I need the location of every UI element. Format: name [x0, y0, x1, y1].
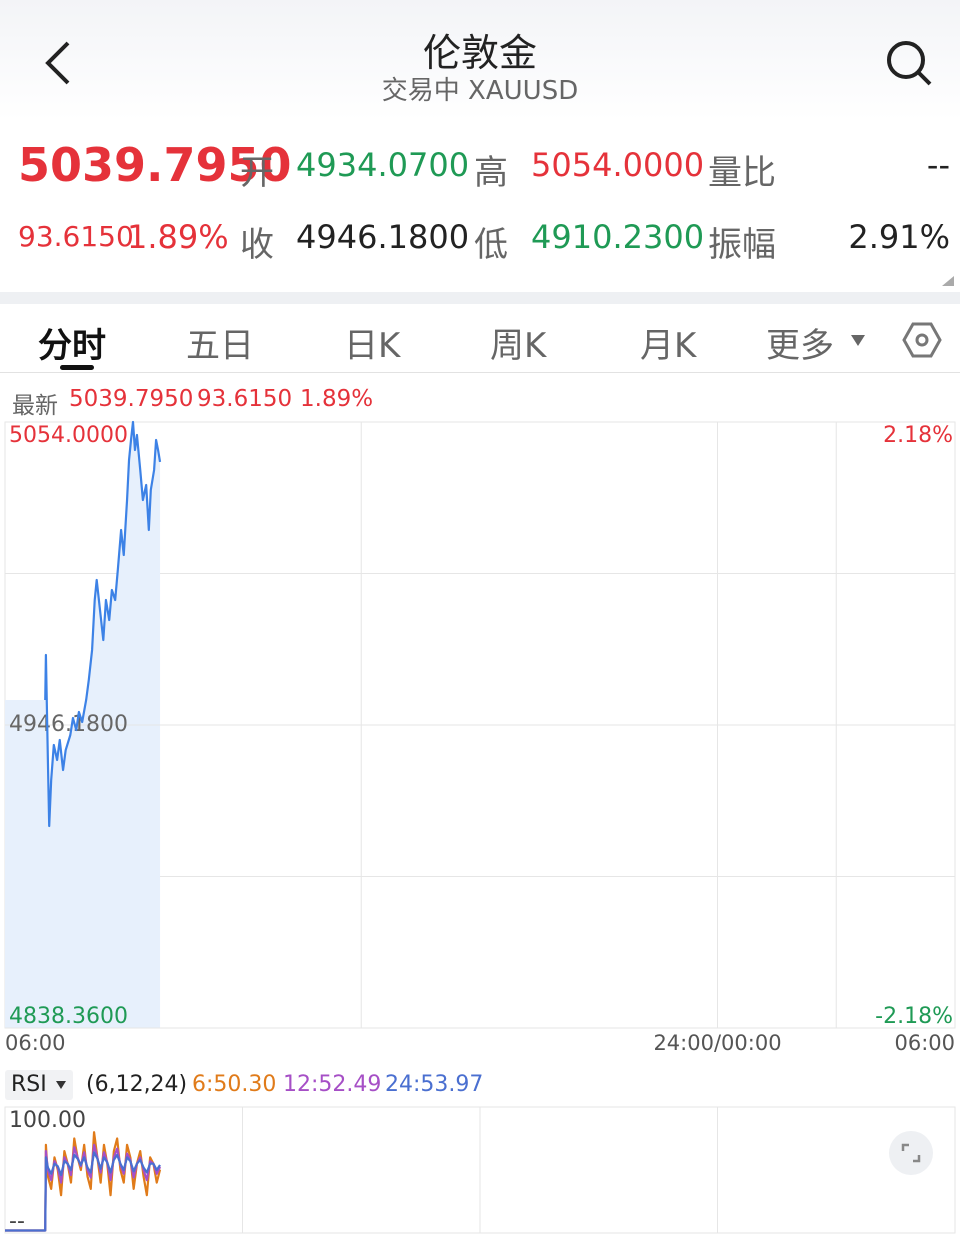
change: 93.6150 — [18, 220, 134, 253]
y-tick-label: 4838.3600 — [9, 1004, 128, 1029]
x-tick-label: 06:00 — [5, 1031, 66, 1055]
y-tick-label: 100.00 — [9, 1108, 86, 1133]
settings-button[interactable] — [902, 320, 942, 360]
close: 4946.1800 — [296, 218, 470, 256]
label: 振幅 — [708, 225, 776, 265]
change-pct: 1.89% — [127, 218, 229, 256]
tab[interactable]: 更多 — [766, 326, 834, 366]
label: 低 — [474, 225, 508, 265]
high: 5054.0000 — [531, 146, 705, 184]
tab[interactable]: 分时 — [38, 326, 106, 366]
label: 高 — [474, 153, 508, 193]
label: 收 — [240, 225, 274, 265]
low: 4910.2300 — [531, 218, 705, 256]
y-tick-label: -- — [9, 1209, 25, 1234]
indicator[interactable]: RSI — [11, 1072, 47, 1097]
tab[interactable]: 日K — [344, 326, 401, 366]
dropdown-icon — [56, 1081, 66, 1089]
tab[interactable]: 五日 — [186, 326, 254, 366]
info-price: 5039.7950 — [69, 386, 194, 412]
header-bg — [0, 0, 960, 292]
tab[interactable]: 周K — [490, 326, 547, 366]
expand-button[interactable] — [888, 1130, 934, 1176]
separator — [0, 292, 960, 304]
legend-entry: 6:50.30 — [192, 1072, 277, 1097]
dropdown-icon — [851, 335, 865, 346]
y-tick-label: 4946.1800 — [9, 712, 128, 737]
tab-indicator — [60, 365, 94, 370]
indicator-params: (6,12,24) — [86, 1072, 188, 1097]
label: 开 — [240, 153, 274, 193]
price: 5039.7950 — [18, 138, 292, 192]
info-label: 最新 — [12, 393, 58, 419]
search-button[interactable] — [884, 38, 934, 88]
y2-tick-label: -2.18% — [875, 1004, 953, 1029]
legend-entry: 24:53.97 — [385, 1072, 484, 1097]
label: 量比 — [708, 153, 776, 193]
line — [44, 420, 162, 828]
line — [5, 1143, 162, 1232]
title: 伦敦金 — [422, 31, 537, 75]
corner-mark — [942, 276, 954, 286]
line — [5, 1151, 161, 1232]
y-tick-label: 5054.0000 — [9, 423, 128, 448]
divider — [0, 372, 960, 373]
x-tick-label: 06:00 — [894, 1031, 955, 1055]
line — [5, 1131, 162, 1232]
x-tick-label: 24:00/00:00 — [653, 1031, 781, 1055]
info-pct: 1.89% — [300, 386, 374, 412]
legend-entry: 12:52.49 — [283, 1072, 382, 1097]
ratio: -- — [926, 146, 950, 184]
back-button[interactable] — [38, 38, 78, 88]
info-change: 93.6150 — [197, 386, 293, 412]
subtitle: 交易中 XAUUSD — [381, 76, 579, 106]
y2-tick-label: 2.18% — [883, 423, 953, 448]
amplitude: 2.91% — [848, 218, 950, 256]
open: 4934.0700 — [296, 146, 470, 184]
tab[interactable]: 月K — [640, 326, 697, 366]
